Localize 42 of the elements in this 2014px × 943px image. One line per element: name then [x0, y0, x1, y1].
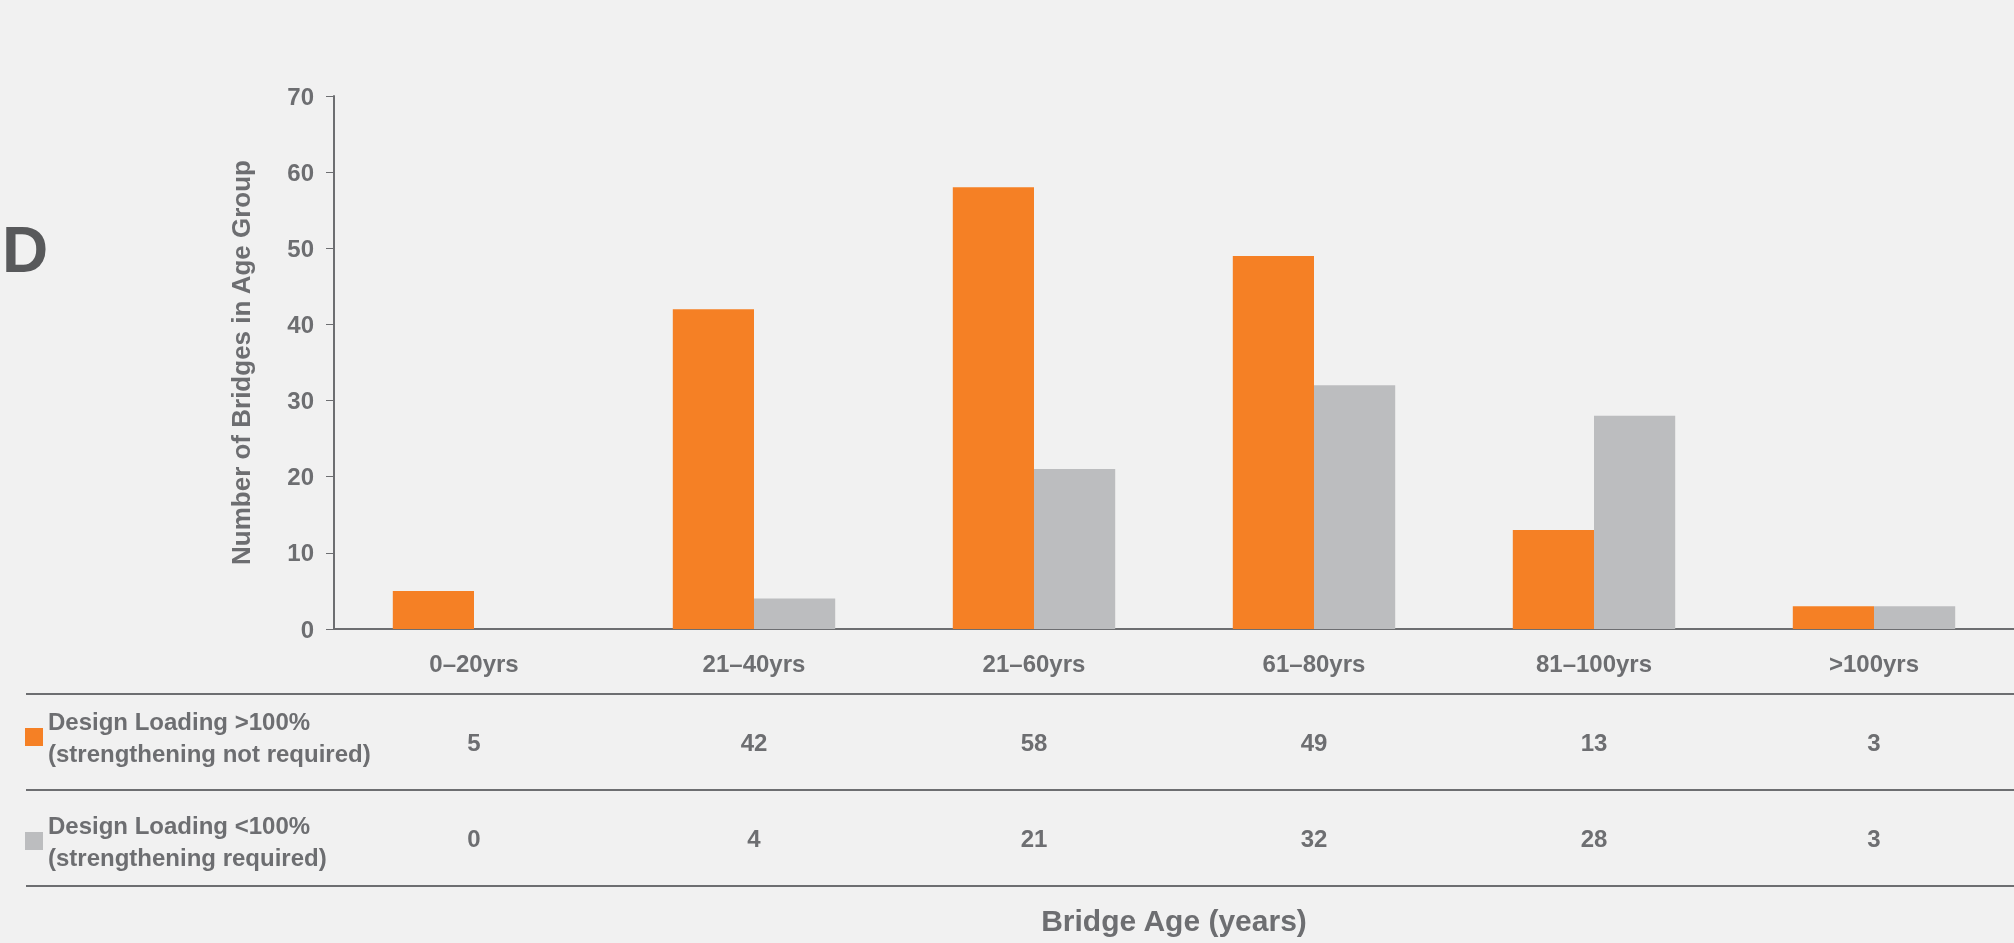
- bar: [1874, 606, 1956, 629]
- text: Bridge Age (years): [1041, 903, 1307, 937]
- bar: [1314, 385, 1396, 629]
- data-label: 4: [747, 824, 762, 852]
- data-label: 28: [1580, 824, 1608, 852]
- data-label: 5: [467, 728, 481, 756]
- x-tick-label: 61–80yrs: [1262, 649, 1366, 677]
- data-label: 42: [740, 728, 768, 756]
- x-tick-label: 21–60yrs: [982, 649, 1086, 677]
- bar: [1034, 469, 1116, 629]
- bar: [392, 590, 474, 629]
- text: D: [2, 214, 49, 286]
- data-label: 13: [1580, 728, 1608, 756]
- y-tick-label: 0: [300, 615, 314, 643]
- y-tick-label: 50: [287, 234, 314, 262]
- y-tick-label: 10: [287, 539, 314, 567]
- bar: [1594, 415, 1676, 629]
- bar: [1512, 530, 1594, 629]
- y-tick-label: 30: [287, 387, 314, 415]
- bar: [952, 187, 1034, 629]
- data-label: 3: [1867, 824, 1881, 852]
- bar: [1232, 255, 1314, 629]
- data-label: 58: [1020, 728, 1048, 756]
- x-tick-label: >100yrs: [1828, 649, 1920, 677]
- bar: [1792, 606, 1874, 629]
- bar: [754, 598, 836, 629]
- x-tick-label: 21–40yrs: [702, 649, 806, 677]
- y-tick-label: 70: [287, 82, 314, 110]
- y-tick-label: 40: [287, 310, 314, 338]
- data-label: 3: [1867, 728, 1881, 756]
- data-label: 49: [1300, 728, 1328, 756]
- y-axis-title: Number of Bridges in Age Group: [226, 160, 256, 565]
- data-label: 21: [1020, 824, 1048, 852]
- bar: [672, 309, 754, 629]
- y-tick-label: 20: [287, 463, 314, 491]
- legend-label: Design Loading <100% (strengthening required): [48, 811, 327, 871]
- legend-label: Design Loading >100% (strengthening not required): [48, 707, 371, 767]
- x-tick-label: 81–100yrs: [1535, 649, 1653, 677]
- data-label: 32: [1300, 824, 1328, 852]
- x-tick-label: 0–20yrs: [429, 649, 519, 677]
- y-tick-label: 60: [287, 158, 314, 186]
- data-label: 0: [467, 824, 481, 852]
